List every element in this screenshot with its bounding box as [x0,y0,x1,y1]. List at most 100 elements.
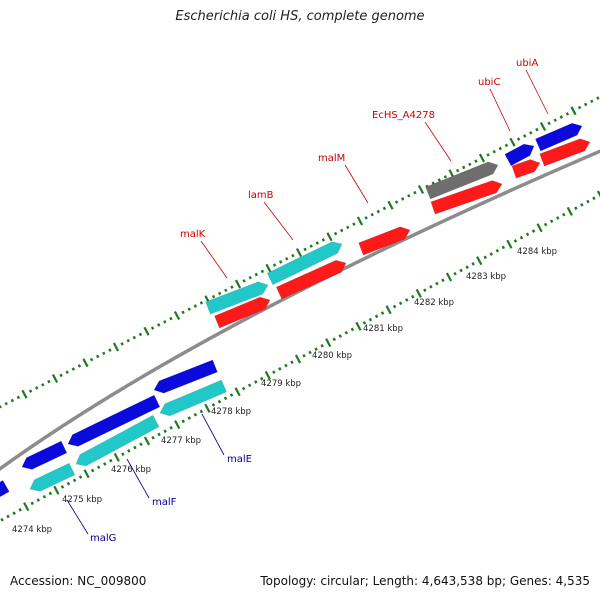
inner-tick [441,278,445,283]
outer-tick [21,389,28,399]
outer-tick [596,96,600,100]
outer-tick [547,121,551,126]
gene-label-malK[interactable]: malK [180,229,206,240]
gene-feature-red[interactable] [214,296,271,329]
gene-label-EcHS_A4278[interactable]: EcHS_A4278 [372,110,435,121]
gene-feature-red[interactable] [511,159,541,179]
inner-tick [385,305,392,315]
outer-tick [10,398,14,403]
gene-feature-cyan[interactable] [266,241,343,286]
gene-label-ubiC[interactable]: ubiC [478,77,500,88]
inner-tick [566,206,573,216]
outer-tick [535,127,539,132]
gene-feature-blue[interactable] [535,122,583,152]
gene-label-lamB[interactable]: lamB [248,190,274,201]
genome-backbone [0,149,600,471]
inner-tick [113,452,120,462]
label-leader-line [424,121,452,162]
inner-tick [103,462,107,466]
label-leader-line [525,69,549,115]
gene-label-ubiA[interactable]: ubiA [516,58,538,69]
scale-labels: 4274 kbp 4275 kbp 4276 kbp 4277 kbp 4278… [12,247,557,535]
gene-feature-blue[interactable] [21,440,68,470]
outer-tick [248,275,252,280]
outer-tick [478,153,486,163]
gene-feature-blue[interactable] [0,479,10,498]
outer-tick [242,279,246,283]
gene-feature-red[interactable] [539,138,591,167]
outer-tick [413,190,417,195]
outer-tick [333,231,338,236]
inner-tick [174,420,181,430]
outer-tick [474,159,478,163]
outer-tick [279,260,283,264]
gene-feature-red[interactable] [358,226,411,256]
inner-tick [234,387,241,397]
gene-feature-blue[interactable] [153,359,218,394]
inner-tick [223,396,228,401]
gene-label-malG[interactable]: malG [90,533,116,544]
label-leader-lines [66,69,549,535]
gene-labels-plus: malK lamB malM EcHS_A4278 ubiC ubiA [180,58,538,240]
label-leader-line [126,458,150,499]
gene-feature-cyan[interactable] [29,462,76,492]
inner-tick [217,399,222,404]
inner-tick [247,383,252,388]
gene-feature-cyan[interactable] [75,414,160,467]
inner-tick [278,367,282,371]
gene-label-malE[interactable]: malE [227,454,252,465]
outer-tick [285,257,289,261]
outer-tick [265,263,272,273]
inner-tick [23,502,30,512]
inner-tick [592,196,596,201]
scale-label: 4280 kbp [312,351,352,361]
inner-tick [204,403,211,413]
outer-tick [272,263,277,267]
gene-label-malM[interactable]: malM [318,153,345,164]
outer-tick [108,348,112,352]
inner-tick [133,445,137,450]
gene-feature-cyan[interactable] [159,379,227,417]
gene-label-malF[interactable]: malF [152,497,177,508]
scale-label: 4284 kbp [517,247,557,257]
gene-feature-blue[interactable] [67,394,161,447]
inner-tick [338,334,342,338]
inner-tick [121,452,125,456]
inner-tick [332,337,336,342]
outer-tick [102,351,106,356]
outer-tick [346,225,350,230]
outer-tick [169,316,173,321]
inner-tick [350,327,355,332]
inner-tick [151,435,155,440]
feature-tracks [0,122,591,498]
gene-feature-gray[interactable] [425,161,499,200]
inner-tick [586,199,590,204]
gene-feature-blue[interactable] [504,143,535,167]
outer-tick [28,389,33,393]
outer-tick [509,137,516,147]
outer-tick [370,212,374,217]
outer-tick [143,326,150,336]
gene-feature-red[interactable] [275,259,347,300]
outer-tick [523,134,527,138]
outer-tick [211,294,216,299]
inner-tick [344,330,349,335]
outer-tick [516,137,521,141]
inner-tick [314,347,318,351]
scale-label: 4281 kbp [363,324,403,334]
inner-tick [574,206,578,210]
gene-feature-cyan[interactable] [205,281,269,315]
inner-tick [501,245,506,250]
outer-tick [230,285,234,289]
inner-tick [459,268,463,273]
inner-tick [181,419,185,424]
outer-tick [291,253,295,258]
outer-tick [417,184,425,195]
outer-tick [71,367,75,371]
outer-tick [504,143,509,148]
gene-feature-red[interactable] [430,180,503,215]
inner-tick [48,491,53,496]
inner-tick [411,294,415,299]
outer-tick [89,357,94,362]
inner-tick [465,265,469,269]
